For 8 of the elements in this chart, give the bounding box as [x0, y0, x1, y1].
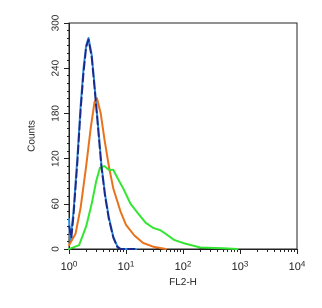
y-axis-title: Counts — [26, 120, 38, 152]
y-tick-label: 120 — [50, 150, 62, 167]
y-tick-label: 60 — [50, 198, 62, 210]
y-tick-label: 180 — [50, 104, 62, 122]
x-axis-title: FL2-H — [169, 276, 197, 288]
y-tick-label: 0 — [50, 246, 62, 252]
y-tick-label: 240 — [50, 59, 62, 77]
y-tick-label: 300 — [50, 14, 62, 32]
